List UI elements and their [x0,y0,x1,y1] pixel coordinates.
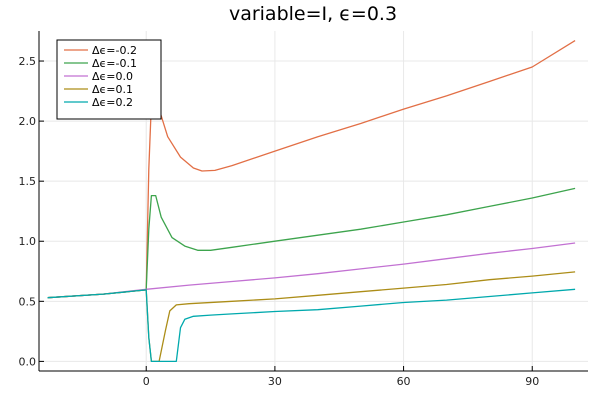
y-tick-label: 0.5 [19,295,37,308]
series-line [47,288,576,363]
x-tick-label: 0 [143,375,150,388]
series-line [47,242,576,299]
legend-label: Δϵ=0.0 [92,70,133,83]
legend-label: Δϵ=0.2 [92,96,133,109]
x-tick-label: 30 [268,375,282,388]
series-lines [47,40,576,363]
y-tick-label: 0.0 [19,355,37,368]
legend-label: Δϵ=-0.2 [92,44,137,57]
series-line [47,40,576,299]
y-tick-label: 1.5 [19,175,37,188]
axes: 0 30 60 90 0.0 0.5 1.0 1.5 2.0 2.5 [19,31,588,388]
x-tick-label: 60 [397,375,411,388]
legend: Δϵ=-0.2Δϵ=-0.1Δϵ=0.0Δϵ=0.1Δϵ=0.2 [56,39,162,120]
grid [39,31,588,371]
chart-title: variable=I, ϵ=0.3 [229,3,397,25]
series-line [47,271,576,363]
y-tick-label: 2.0 [19,115,37,128]
y-tick-label: 2.5 [19,55,37,68]
legend-label: Δϵ=0.1 [92,83,133,96]
series-line [47,187,576,299]
legend-label: Δϵ=-0.1 [92,57,137,70]
legend-box [56,39,162,120]
x-tick-label: 90 [525,375,539,388]
y-tick-label: 1.0 [19,235,37,248]
